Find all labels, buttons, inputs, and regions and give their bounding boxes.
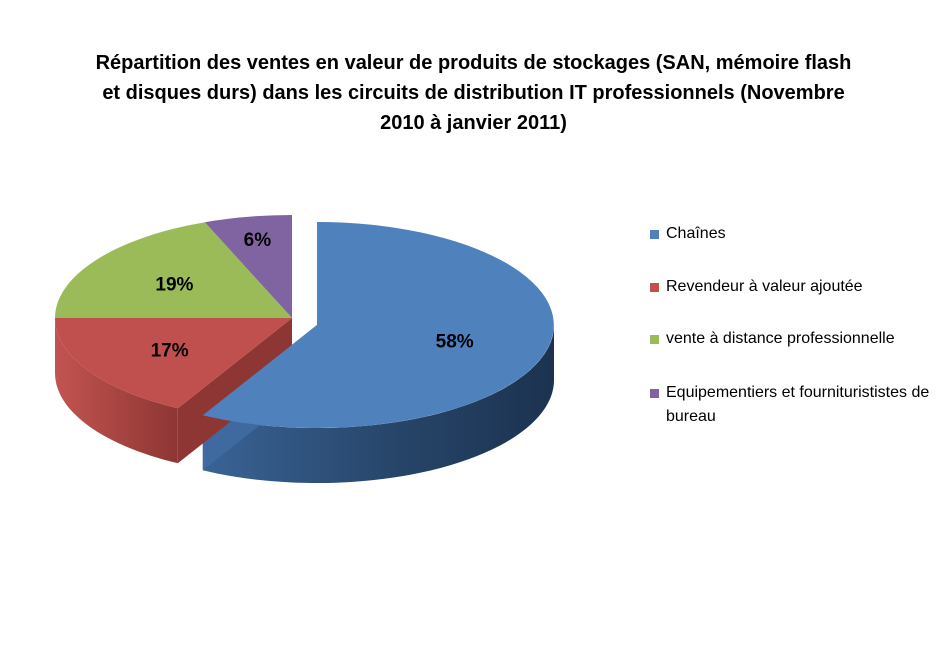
legend-swatch-0 [650,230,659,239]
legend-label-2: vente à distance professionnelle [666,327,947,351]
data-label-3: 6% [244,230,272,251]
chart-title-line-3: 2010 à janvier 2011) [380,112,567,134]
data-label-2: 19% [155,274,193,295]
legend-label-1: Revendeur à valeur ajoutée [666,275,947,299]
legend-swatch-3 [650,389,659,398]
pie-slice-2 [54,222,292,318]
pie-slice-0 [202,222,554,428]
legend-label-line: vente à distance professionnelle [666,330,895,347]
legend-swatch-2 [650,335,659,344]
chart-title-line-1: Répartition des ventes en valeur de prod… [95,52,852,74]
data-label-1: 17% [151,341,189,362]
pie-slice-3 [204,214,292,318]
legend-label-line: Equipementiers et fourniturististes de [666,384,930,401]
legend-swatch-1 [650,283,659,292]
legend-label-0: Chaînes [666,222,947,246]
legend-label-line: bureau [666,408,716,425]
data-label-0: 58% [436,331,474,352]
legend-label-3: Equipementiers et fourniturististes de bu… [666,381,947,429]
pie-slice-1 [54,318,292,409]
pie-slice-side-1 [54,318,178,464]
legend-label-line: Revendeur à valeur ajoutée [666,278,863,295]
legend-label-line: Chaînes [666,225,726,242]
chart-title-line-2: et disques durs) dans les circuits de di… [102,82,845,104]
pie-slice-side-0 [202,325,555,484]
